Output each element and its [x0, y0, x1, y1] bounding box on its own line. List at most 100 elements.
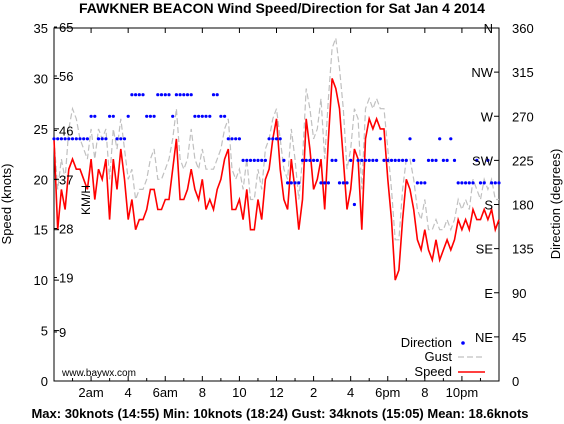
direction-point — [382, 158, 386, 162]
direction-point — [490, 181, 494, 185]
direction-point — [171, 114, 175, 118]
direction-point — [286, 181, 290, 185]
direction-point — [148, 114, 152, 118]
y-tick-label-right: 45 — [512, 330, 526, 345]
direction-point — [260, 158, 264, 162]
direction-point — [223, 114, 227, 118]
compass-label: S — [484, 198, 493, 213]
y-tick-label-left: 15 — [34, 223, 48, 238]
direction-point — [115, 137, 119, 141]
direction-point — [497, 181, 501, 185]
kmh-tick-label: 9 — [59, 325, 66, 340]
x-tick-label: 2am — [78, 385, 103, 400]
kmh-tick-label: 65 — [59, 20, 73, 35]
kmh-tick-label: 37 — [59, 172, 73, 187]
direction-point — [493, 181, 497, 185]
direction-point — [349, 158, 353, 162]
direction-point — [308, 158, 312, 162]
direction-point — [163, 93, 167, 97]
direction-point — [178, 93, 182, 97]
direction-point — [67, 137, 71, 141]
direction-point — [371, 158, 375, 162]
direction-point — [256, 158, 260, 162]
speed-line — [53, 78, 500, 281]
x-tick-label: 4 — [125, 385, 132, 400]
direction-point — [215, 93, 219, 97]
y-tick-label-left: 25 — [34, 122, 48, 137]
direction-point — [230, 137, 234, 141]
x-tick-label: 10pm — [446, 385, 479, 400]
direction-point — [330, 158, 334, 162]
kmh-tick-label: 19 — [59, 271, 73, 286]
direction-point — [245, 158, 249, 162]
y-tick-label-right: 90 — [512, 286, 526, 301]
y-axis-label-left: Speed (knots) — [0, 164, 14, 245]
y-tick-label-left: 5 — [41, 324, 48, 339]
direction-point — [360, 158, 364, 162]
direction-point — [234, 137, 238, 141]
kmh-tick-label: 56 — [59, 69, 73, 84]
y-tick-label-right: 270 — [512, 109, 534, 124]
direction-point — [274, 137, 279, 141]
direction-point — [182, 93, 186, 97]
direction-point — [289, 181, 293, 185]
direction-point — [356, 158, 360, 162]
x-tick-label: 6pm — [375, 385, 400, 400]
direction-point — [108, 114, 112, 118]
y-tick-label-left: 35 — [34, 21, 48, 36]
y-tick-label-right: 225 — [512, 153, 534, 168]
direction-point — [378, 137, 382, 141]
direction-point — [434, 158, 438, 162]
direction-point — [134, 93, 138, 97]
x-tick-label: 10 — [232, 385, 246, 400]
y-tick-label-right: 360 — [512, 21, 534, 36]
direction-point — [78, 137, 82, 141]
direction-point — [63, 137, 67, 141]
legend-label: Speed — [414, 364, 452, 379]
direction-point — [312, 158, 316, 162]
direction-point — [482, 181, 486, 185]
y-tick-label-right: 180 — [512, 198, 534, 213]
compass-label: W — [481, 109, 494, 124]
compass-label: SW — [472, 153, 494, 168]
direction-point — [393, 158, 397, 162]
kmh-tick-label: 46 — [59, 123, 73, 138]
x-tick-label: 6am — [153, 385, 178, 400]
direction-point — [189, 93, 193, 97]
direction-point — [156, 93, 160, 97]
direction-point — [263, 158, 267, 162]
direction-point — [197, 114, 201, 118]
direction-point — [211, 93, 216, 97]
direction-point — [167, 93, 171, 97]
direction-point — [478, 181, 483, 185]
chart-title: FAWKNER BEACON Wind Speed/Direction for … — [79, 0, 485, 16]
x-tick-label: 8 — [199, 385, 206, 400]
direction-point — [352, 202, 356, 207]
direction-point — [93, 114, 97, 118]
direction-point — [404, 158, 408, 162]
direction-point — [323, 181, 327, 185]
direction-point — [334, 158, 338, 162]
direction-point — [241, 158, 245, 162]
direction-point — [52, 137, 56, 141]
legend-swatch-direction — [461, 341, 465, 345]
x-tick-label: 2 — [310, 385, 317, 400]
direction-point — [471, 181, 475, 185]
direction-point — [315, 158, 319, 162]
direction-series — [52, 93, 501, 207]
direction-point — [111, 114, 115, 118]
direction-point — [96, 137, 101, 141]
direction-point — [152, 114, 156, 118]
direction-point — [174, 93, 178, 97]
direction-point — [122, 137, 127, 141]
direction-point — [252, 158, 256, 162]
direction-point — [408, 137, 412, 141]
y-tick-label-right: 0 — [512, 374, 519, 389]
direction-point — [219, 114, 223, 118]
direction-point — [297, 181, 301, 185]
direction-point — [89, 114, 93, 118]
direction-point — [475, 158, 479, 162]
direction-point — [304, 158, 308, 162]
